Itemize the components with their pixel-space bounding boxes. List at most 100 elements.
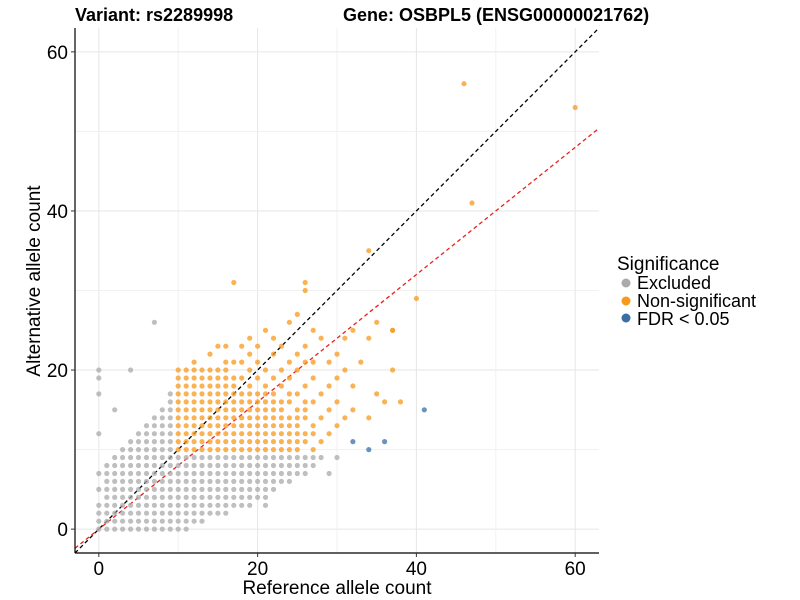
point-excluded bbox=[270, 462, 277, 469]
point-excluded bbox=[215, 510, 221, 516]
point-non-significant bbox=[390, 367, 396, 373]
chart-title-gene: Gene: OSBPL5 (ENSG00000021762) bbox=[343, 5, 649, 25]
point-excluded bbox=[104, 494, 110, 500]
point-non-significant bbox=[247, 391, 253, 397]
point-excluded bbox=[215, 478, 221, 484]
point-non-significant bbox=[262, 383, 269, 389]
point-non-significant bbox=[223, 447, 229, 453]
grid-lines bbox=[75, 28, 599, 553]
point-non-significant bbox=[199, 447, 205, 453]
point-non-significant bbox=[223, 343, 229, 349]
point-non-significant bbox=[175, 431, 181, 437]
point-excluded bbox=[334, 454, 340, 461]
point-excluded bbox=[231, 478, 237, 484]
point-non-significant bbox=[278, 447, 284, 453]
point-excluded bbox=[262, 462, 269, 469]
point-non-significant bbox=[342, 415, 348, 421]
point-non-significant bbox=[247, 431, 253, 437]
point-non-significant bbox=[350, 327, 356, 333]
point-excluded bbox=[175, 470, 181, 477]
point-excluded bbox=[231, 462, 237, 469]
point-non-significant bbox=[310, 447, 316, 453]
legend: Significance Excluded Non-significant FD… bbox=[617, 254, 756, 329]
point-non-significant bbox=[231, 423, 237, 429]
point-excluded bbox=[302, 470, 308, 477]
point-non-significant bbox=[215, 439, 221, 445]
point-non-significant bbox=[382, 399, 388, 405]
point-excluded bbox=[151, 510, 157, 516]
point-excluded bbox=[278, 462, 284, 469]
point-excluded bbox=[223, 462, 229, 469]
point-non-significant bbox=[572, 104, 578, 111]
point-excluded bbox=[199, 502, 205, 508]
point-non-significant bbox=[183, 423, 189, 429]
point-non-significant bbox=[278, 431, 284, 437]
point-excluded bbox=[167, 502, 173, 508]
point-non-significant bbox=[270, 335, 277, 341]
point-excluded bbox=[112, 502, 118, 508]
point-excluded bbox=[159, 431, 165, 437]
point-excluded bbox=[120, 502, 126, 508]
point-excluded bbox=[112, 407, 118, 413]
legend-swatch-non-significant bbox=[621, 296, 631, 306]
point-excluded bbox=[120, 526, 126, 532]
point-non-significant bbox=[294, 311, 300, 317]
point-excluded bbox=[223, 486, 229, 492]
point-excluded bbox=[112, 518, 118, 524]
point-excluded bbox=[286, 478, 292, 484]
point-non-significant bbox=[215, 391, 221, 397]
point-non-significant bbox=[183, 415, 189, 421]
x-tick-label: 20 bbox=[247, 559, 268, 580]
point-excluded bbox=[128, 462, 134, 469]
point-non-significant bbox=[413, 295, 419, 302]
point-excluded bbox=[175, 462, 181, 469]
point-non-significant bbox=[294, 447, 300, 453]
point-non-significant bbox=[191, 359, 197, 365]
point-non-significant bbox=[215, 343, 221, 349]
point-excluded bbox=[183, 486, 189, 492]
point-excluded bbox=[143, 470, 150, 477]
legend-title: Significance bbox=[617, 254, 719, 275]
point-excluded bbox=[191, 518, 197, 524]
point-non-significant bbox=[255, 391, 261, 397]
point-excluded bbox=[191, 494, 197, 500]
point-non-significant bbox=[310, 359, 316, 365]
point-excluded bbox=[159, 447, 165, 453]
point-excluded bbox=[215, 454, 221, 461]
point-excluded bbox=[223, 502, 229, 508]
point-non-significant bbox=[175, 447, 181, 453]
point-non-significant bbox=[175, 415, 181, 421]
point-non-significant bbox=[207, 423, 213, 429]
point-non-significant bbox=[326, 383, 332, 389]
point-excluded bbox=[151, 454, 157, 461]
point-excluded bbox=[239, 454, 245, 461]
point-excluded bbox=[223, 478, 229, 484]
point-excluded bbox=[239, 470, 245, 477]
point-non-significant bbox=[255, 407, 261, 413]
point-non-significant bbox=[183, 367, 189, 373]
point-excluded bbox=[183, 494, 189, 500]
point-non-significant bbox=[223, 439, 229, 445]
point-excluded bbox=[151, 518, 157, 524]
legend-swatch-fdr bbox=[621, 313, 631, 323]
point-excluded bbox=[191, 470, 197, 477]
point-excluded bbox=[286, 470, 292, 477]
point-excluded bbox=[215, 486, 221, 492]
point-excluded bbox=[175, 478, 181, 484]
y-tick-label: 0 bbox=[57, 520, 68, 541]
point-excluded bbox=[167, 518, 173, 524]
point-non-significant bbox=[270, 415, 277, 421]
point-fdr-0-05 bbox=[366, 447, 372, 453]
point-non-significant bbox=[199, 399, 205, 405]
point-non-significant bbox=[207, 351, 213, 357]
point-excluded bbox=[199, 462, 205, 469]
point-non-significant bbox=[199, 431, 205, 437]
point-non-significant bbox=[270, 407, 277, 413]
point-non-significant bbox=[286, 439, 292, 445]
point-non-significant bbox=[310, 375, 316, 381]
point-non-significant bbox=[255, 431, 261, 437]
point-excluded bbox=[112, 478, 118, 484]
point-excluded bbox=[278, 478, 284, 484]
point-fdr-0-05 bbox=[382, 439, 388, 445]
point-non-significant bbox=[255, 375, 261, 381]
